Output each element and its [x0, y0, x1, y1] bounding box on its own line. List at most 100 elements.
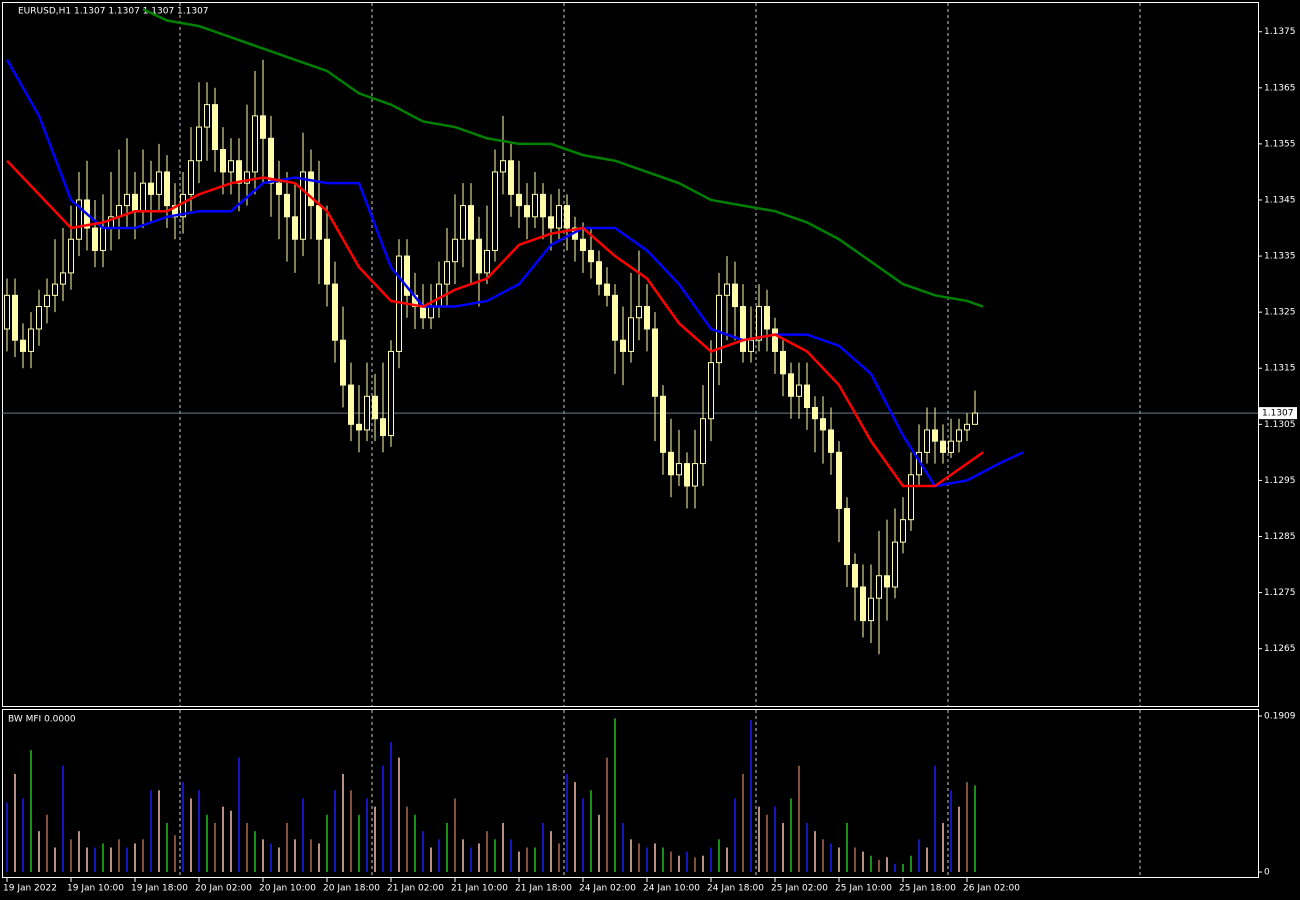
mfi-bar — [214, 822, 216, 873]
candle-body — [604, 283, 610, 296]
candle-body — [252, 115, 258, 173]
y-tick-label: 1.1325 — [1264, 308, 1296, 318]
candle-body — [852, 564, 858, 588]
mfi-bar — [534, 847, 536, 873]
x-tick-label: 20 Jan 02:00 — [195, 884, 252, 894]
mfi-bar — [886, 857, 888, 873]
mfi-bar — [326, 814, 328, 873]
mfi-bar — [246, 822, 248, 873]
y-tick-label: 1.1275 — [1264, 588, 1296, 598]
mfi-bar — [198, 790, 200, 873]
mfi-bar — [646, 847, 648, 873]
mfi-bar — [902, 863, 904, 873]
mfi-bar — [894, 863, 896, 873]
candle-body — [516, 193, 522, 207]
x-tick-label: 25 Jan 10:00 — [835, 884, 892, 894]
candle-body — [348, 384, 354, 425]
mfi-bar — [462, 839, 464, 873]
mfi-bar — [694, 857, 696, 873]
candle-body — [68, 238, 74, 274]
mfi-bar — [366, 798, 368, 873]
y-tick-label: 0.1909 — [1264, 711, 1296, 721]
candle-body — [548, 216, 554, 229]
y-tick-label: 1.1375 — [1264, 27, 1296, 37]
mfi-bar — [86, 847, 88, 873]
mfi-bar — [590, 790, 592, 873]
candle-body — [716, 294, 722, 364]
candle-body — [828, 429, 834, 453]
candle-body — [100, 227, 106, 251]
mfi-bar — [742, 773, 744, 873]
mfi-bar — [558, 843, 560, 873]
candle-body — [180, 193, 186, 218]
candle-body — [12, 294, 18, 341]
y-tick-label: 1.1365 — [1264, 83, 1296, 93]
mfi-bar — [406, 806, 408, 873]
candle-body — [580, 238, 586, 251]
mfi-bar — [806, 822, 808, 873]
candle-body — [940, 440, 946, 453]
mfi-bar — [654, 843, 656, 873]
x-tick-label: 24 Jan 02:00 — [579, 884, 636, 894]
mfi-bar — [686, 851, 688, 873]
candle-body — [508, 160, 514, 195]
candle-body — [948, 440, 954, 453]
mfi-bar — [54, 847, 56, 873]
mfi-bar — [190, 798, 192, 873]
candle-body — [372, 395, 378, 420]
candle-body — [220, 149, 226, 173]
candle-body — [276, 182, 282, 195]
candle-body — [164, 171, 170, 207]
candle-body — [836, 451, 842, 509]
y-tick-label: 1.1295 — [1264, 476, 1296, 486]
candle-body — [668, 451, 674, 476]
candle-body — [148, 182, 154, 195]
mfi-bar — [382, 765, 384, 873]
x-tick-label: 20 Jan 10:00 — [259, 884, 316, 894]
mfi-bar — [294, 839, 296, 873]
y-tick-label: 1.1345 — [1264, 195, 1296, 205]
candle-body — [732, 283, 738, 308]
mfi-bar — [158, 790, 160, 873]
mfi-bar — [934, 765, 936, 873]
mfi-bar — [790, 798, 792, 873]
mfi-bar — [270, 843, 272, 873]
y-tick-label: 1.1335 — [1264, 252, 1296, 262]
candle-body — [684, 463, 690, 487]
mfi-bar — [702, 855, 704, 873]
mfi-bar — [350, 790, 352, 873]
x-tick-label: 25 Jan 18:00 — [899, 884, 956, 894]
candle-body — [428, 306, 434, 319]
candle-body — [284, 193, 290, 218]
mfi-bar — [230, 810, 232, 873]
x-tick-label: 20 Jan 18:00 — [323, 884, 380, 894]
candle-body — [356, 423, 362, 431]
candle-body — [796, 384, 802, 397]
candle-body — [196, 126, 202, 162]
candle-body — [900, 519, 906, 543]
candle-body — [596, 261, 602, 285]
mfi-bar — [110, 847, 112, 873]
moving-average — [142, 8, 984, 308]
mfi-bar — [726, 847, 728, 873]
candle-body — [588, 249, 594, 263]
mfi-bar — [22, 798, 24, 873]
candle-body — [436, 283, 442, 308]
mfi-bar — [310, 839, 312, 873]
candle-body — [36, 306, 42, 330]
mfi-bar — [966, 782, 968, 873]
mfi-bar — [502, 822, 504, 873]
candle-body — [460, 205, 466, 240]
candle-body — [228, 160, 234, 173]
mfi-bar — [398, 757, 400, 873]
mfi-bar — [870, 855, 872, 873]
candle-body — [60, 272, 66, 285]
candle-body — [868, 597, 874, 622]
x-tick-label: 24 Jan 18:00 — [707, 884, 764, 894]
candle-body — [956, 429, 962, 442]
candle-body — [244, 171, 250, 184]
mfi-bar — [958, 806, 960, 873]
mfi-bar — [838, 847, 840, 873]
mfi-bar — [670, 851, 672, 873]
